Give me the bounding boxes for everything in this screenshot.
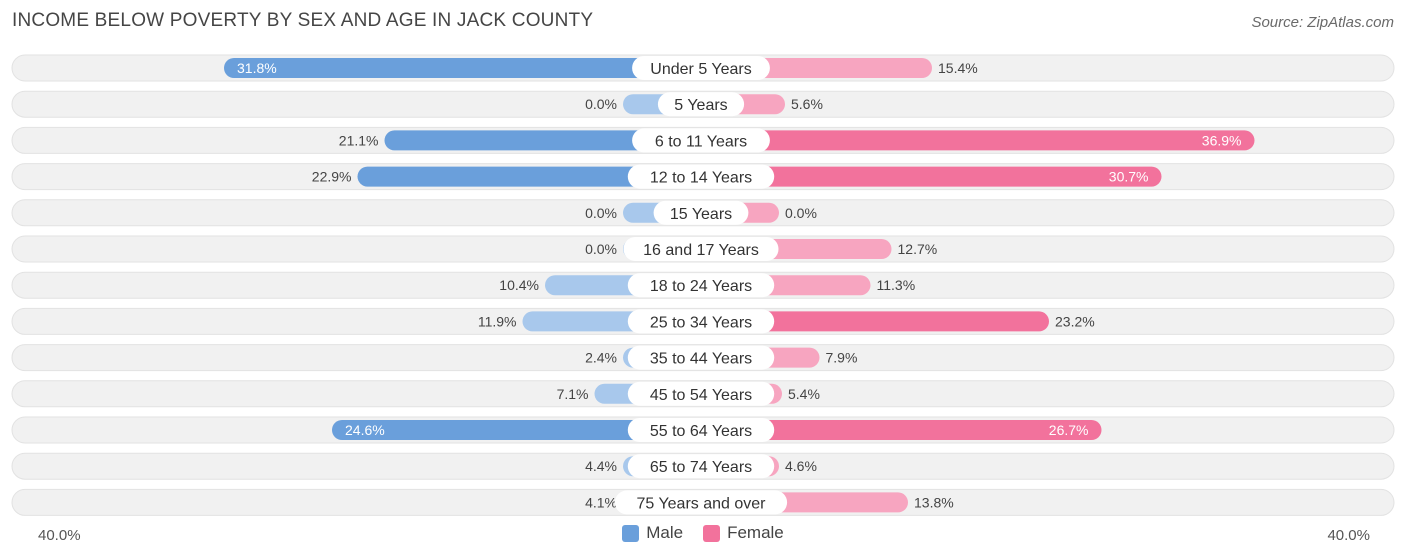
female-value-label: 7.9% [826,350,858,366]
male-value-label: 22.9% [312,169,352,185]
axis-left-label: 40.0% [38,527,81,544]
category-label: 45 to 54 Years [650,387,752,404]
category-label: 16 and 17 Years [643,242,759,259]
category-pill [632,56,770,80]
male-value-label: 24.6% [345,422,385,438]
category-pill [627,345,775,370]
category-pill [627,454,775,479]
female-value-label: 5.4% [788,386,820,402]
legend-male-swatch [622,524,640,542]
legend-male: Male [622,523,683,543]
axis-right-label: 40.0% [1327,527,1370,544]
male-value-label: 4.1% [585,494,617,510]
category-pill [632,128,770,153]
category-label: 65 to 74 Years [650,459,752,476]
female-value-label: 13.8% [914,494,954,510]
male-value-label: 7.1% [557,386,589,402]
female-value-label: 0.0% [785,205,817,221]
male-value-label: 10.4% [499,277,539,293]
male-bar [332,420,701,440]
male-bar [357,166,701,187]
female-value-label: 15.4% [938,60,978,76]
category-pill [623,237,779,261]
male-value-label: 4.4% [585,458,617,474]
female-bar [701,311,1049,332]
male-bar [384,130,701,151]
category-label: Under 5 Years [650,61,751,78]
legend-female-label: Female [727,523,784,542]
category-label: 55 to 64 Years [650,423,752,440]
female-value-label: 26.7% [1049,422,1089,438]
category-label: 18 to 24 Years [650,278,752,295]
category-pill [614,490,788,515]
male-value-label: 21.1% [339,132,379,148]
female-value-label: 5.6% [791,96,823,112]
chart-title: INCOME BELOW POVERTY BY SEX AND AGE IN J… [12,10,594,31]
source-label: Source: ZipAtlas.com [1251,14,1394,31]
category-pill [627,273,775,298]
female-bar [701,166,1162,187]
male-value-label: 0.0% [585,205,617,221]
category-label: 6 to 11 Years [655,133,747,150]
female-value-label: 11.3% [877,277,916,293]
male-value-label: 2.4% [585,350,617,366]
female-bar [701,420,1102,440]
male-bar [224,58,701,78]
male-value-label: 31.8% [237,60,277,76]
male-value-label: 0.0% [585,241,617,257]
category-pill [653,200,749,225]
male-value-label: 0.0% [585,96,617,112]
category-label: 25 to 34 Years [650,314,752,331]
legend: Male Female [0,523,1406,543]
category-label: 35 to 44 Years [650,351,752,368]
diverging-bar-chart: 31.8% 15.4% Under 5 Years 0.0% 5.6% 5 Years 21… [11,54,1395,516]
category-label: 15 Years [670,206,732,223]
female-value-label: 4.6% [785,458,817,474]
female-value-label: 12.7% [898,241,938,257]
legend-female: Female [703,523,784,543]
category-pill [627,164,775,189]
category-label: 5 Years [674,97,727,114]
female-value-label: 23.2% [1055,313,1095,329]
category-pill [627,309,775,334]
female-value-label: 36.9% [1202,132,1242,148]
female-value-label: 30.7% [1109,169,1149,185]
legend-male-label: Male [646,523,684,542]
legend-female-swatch [703,524,721,542]
category-label: 12 to 14 Years [650,170,752,187]
category-pill [657,92,745,117]
category-pill [627,418,775,442]
category-pill [627,381,775,406]
category-label: 75 Years and over [637,495,767,512]
female-bar [701,130,1255,151]
male-value-label: 11.9% [478,313,517,329]
